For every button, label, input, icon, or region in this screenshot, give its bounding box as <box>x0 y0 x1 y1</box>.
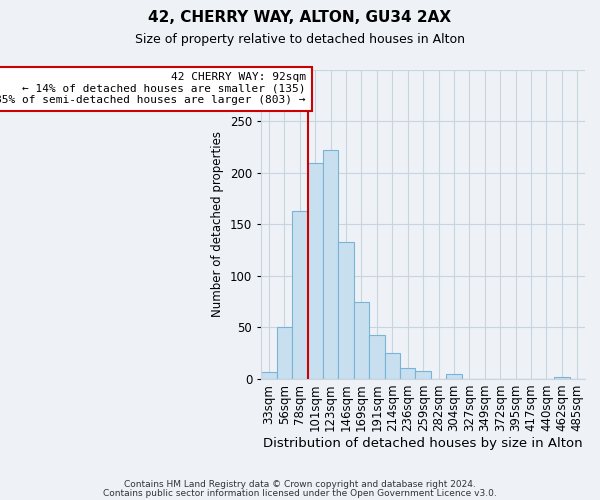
Bar <box>323 150 338 379</box>
Text: Contains HM Land Registry data © Crown copyright and database right 2024.: Contains HM Land Registry data © Crown c… <box>124 480 476 489</box>
Bar <box>385 353 400 379</box>
Bar <box>277 328 292 379</box>
Bar <box>554 377 569 379</box>
Bar <box>415 370 431 379</box>
Bar <box>338 242 354 379</box>
Bar <box>400 368 415 379</box>
Y-axis label: Number of detached properties: Number of detached properties <box>211 132 224 318</box>
Text: Contains public sector information licensed under the Open Government Licence v3: Contains public sector information licen… <box>103 488 497 498</box>
Bar <box>308 162 323 379</box>
Bar <box>369 334 385 379</box>
Bar <box>354 302 369 379</box>
Text: 42, CHERRY WAY, ALTON, GU34 2AX: 42, CHERRY WAY, ALTON, GU34 2AX <box>148 10 452 25</box>
Text: Size of property relative to detached houses in Alton: Size of property relative to detached ho… <box>135 32 465 46</box>
Bar <box>261 372 277 379</box>
Bar <box>292 211 308 379</box>
Bar <box>446 374 461 379</box>
Text: 42 CHERRY WAY: 92sqm
← 14% of detached houses are smaller (135)
85% of semi-deta: 42 CHERRY WAY: 92sqm ← 14% of detached h… <box>0 72 306 106</box>
X-axis label: Distribution of detached houses by size in Alton: Distribution of detached houses by size … <box>263 437 583 450</box>
